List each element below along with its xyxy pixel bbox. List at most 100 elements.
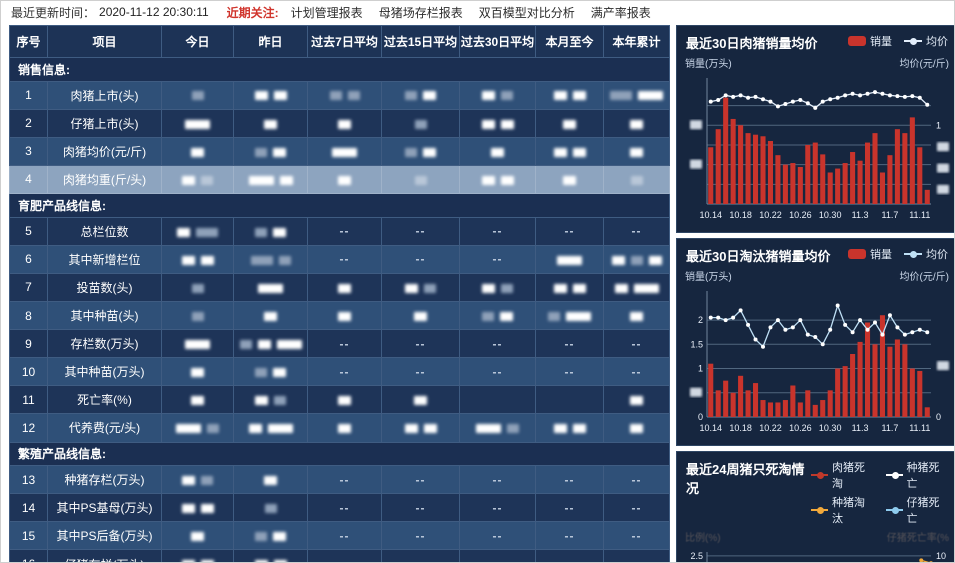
- table-row[interactable]: 5 总栏位数 -- -- -- -- --: [9, 216, 670, 246]
- empty-value-dash: --: [492, 364, 503, 379]
- redacted-value-block: [278, 255, 291, 265]
- redacted-value-block: [273, 532, 286, 542]
- redacted-value-block: [191, 368, 204, 378]
- table-row[interactable]: 10 其中种苗(万头) -- -- -- -- --: [9, 357, 670, 387]
- table-row[interactable]: 6 其中新增栏位 -- -- --: [9, 244, 670, 274]
- column-header: 过去7日平均: [307, 25, 382, 58]
- updated-time-value: 2020-11-12 20:30:11: [99, 5, 209, 19]
- table-row[interactable]: 13 种猪存栏(万头) -- -- -- -- --: [9, 465, 670, 495]
- legend-item[interactable]: 种猪淘汰: [811, 494, 873, 526]
- legend-item[interactable]: 仔猪死亡: [885, 494, 948, 526]
- value-cell: [535, 136, 604, 166]
- table-row[interactable]: 12 代养费(元/头): [9, 413, 670, 443]
- value-cell: [233, 357, 308, 387]
- table-row[interactable]: 1 肉猪上市(头): [9, 80, 670, 110]
- value-cell: [459, 385, 536, 415]
- nav-link[interactable]: 双百模型对比分析: [478, 5, 575, 20]
- value-cell: [459, 108, 536, 138]
- nav-link[interactable]: 计划管理报表: [290, 5, 363, 20]
- value-cell: [535, 244, 604, 274]
- redacted-value-block: [553, 147, 567, 157]
- value-cell: [233, 329, 308, 359]
- svg-text:0: 0: [698, 412, 703, 422]
- value-cell: [459, 272, 536, 302]
- redacted-value-block: [630, 119, 643, 129]
- redacted-value-block: [185, 339, 210, 349]
- value-cell: [307, 136, 382, 166]
- redacted-value-block: [630, 255, 643, 265]
- y-right-axis-label: 均价(元/斤): [899, 59, 949, 70]
- table-row[interactable]: 14 其中PS基母(万头) -- -- -- -- --: [9, 493, 670, 523]
- redacted-value-block: [414, 175, 427, 185]
- redacted-value-block: [630, 175, 643, 185]
- table-row[interactable]: 2 仔猪上市(头): [9, 108, 670, 138]
- legend-item[interactable]: 销量: [848, 246, 892, 262]
- value-cell: [535, 272, 604, 302]
- value-cell: --: [535, 465, 604, 495]
- table-row[interactable]: 8 其中种苗(头): [9, 300, 670, 331]
- legend-item[interactable]: 均价: [904, 33, 948, 49]
- table-row[interactable]: 16仔猪存栏(万头) -- -- -- -- --: [9, 549, 670, 562]
- redacted-value-block: [273, 560, 287, 562]
- row-label: 肉猪上市(头): [47, 80, 162, 110]
- empty-value-dash: --: [339, 336, 350, 351]
- value-cell: --: [307, 357, 382, 387]
- value-cell: [381, 164, 460, 195]
- legend-label: 均价: [926, 249, 948, 261]
- legend-item[interactable]: 肉猪死淘: [811, 459, 873, 491]
- value-cell: [459, 413, 536, 443]
- cull-pig-sales-chart: 10.14 10.18 10.22 10.26 10.30 11.3 11.7 11.11 0 1…: [690, 291, 949, 433]
- table-row-selected[interactable]: 4 肉猪均重(斤/头): [9, 164, 670, 195]
- value-cell: --: [603, 465, 670, 495]
- value-cell: --: [381, 493, 460, 523]
- value-cell: [161, 521, 234, 551]
- section-row: 繁殖产品线信息:: [9, 441, 670, 467]
- value-cell: [161, 80, 234, 110]
- redacted-value-block: [338, 311, 351, 321]
- legend-item[interactable]: 销量: [848, 33, 892, 49]
- svg-text:10.18: 10.18: [729, 423, 752, 433]
- row-number: 15: [9, 521, 48, 551]
- row-number: 9: [9, 329, 48, 359]
- empty-value-dash: --: [492, 336, 503, 351]
- legend-label: 仔猪死亡: [906, 497, 940, 525]
- value-cell: [161, 413, 234, 443]
- svg-text:0: 0: [936, 412, 941, 422]
- bar-marker-icon: [848, 249, 866, 259]
- section-row: 育肥产品线信息:: [9, 193, 670, 218]
- table-row[interactable]: 3 肉猪均价(元/斤): [9, 136, 670, 166]
- table-row[interactable]: 11 死亡率(%): [9, 385, 670, 415]
- value-cell: --: [381, 549, 460, 562]
- panel-cull-pig-sales: 最近30日淘汰猪销量均价 销量 均价 销量(万头) 均价(元/斤) 10.14 10…: [676, 238, 954, 446]
- empty-value-dash: --: [339, 528, 350, 543]
- y-left-axis-label: 销量(万头): [685, 272, 732, 283]
- redacted-value-block: [191, 311, 204, 321]
- redacted-value-block: [255, 227, 267, 237]
- chart-legend: 肉猪死淘 种猪死亡 种猪淘汰 仔猪死亡: [811, 459, 948, 526]
- redacted-value-block: [191, 396, 204, 406]
- redacted-value-block: [279, 175, 293, 185]
- redacted-value-block: [553, 424, 567, 434]
- empty-value-dash: --: [564, 364, 575, 379]
- value-cell: [459, 164, 536, 195]
- redacted-value-block: [258, 283, 283, 293]
- nav-link[interactable]: 母猪场存栏报表: [378, 5, 463, 20]
- value-cell: [233, 300, 308, 331]
- row-number: 14: [9, 493, 48, 523]
- value-cell: [603, 108, 670, 138]
- table-row[interactable]: 9 存栏数(万头) -- -- -- -- --: [9, 329, 670, 359]
- table-row[interactable]: 7 投苗数(头): [9, 272, 670, 302]
- row-number: 1: [9, 80, 48, 110]
- nav-link[interactable]: 满产率报表: [590, 5, 651, 20]
- empty-value-dash: --: [564, 336, 575, 351]
- redacted-value-block: [239, 339, 252, 349]
- legend-item[interactable]: 均价: [904, 246, 948, 262]
- empty-value-dash: --: [492, 500, 503, 515]
- row-number: 3: [9, 136, 48, 166]
- value-cell: [161, 385, 234, 415]
- column-header: 过去30日平均: [459, 25, 536, 58]
- legend-item[interactable]: 种猪死亡: [885, 459, 948, 491]
- table-row[interactable]: 15 其中PS后备(万头) -- -- -- -- --: [9, 521, 670, 551]
- svg-text:10.22: 10.22: [759, 210, 782, 220]
- svg-text:10.26: 10.26: [789, 210, 812, 220]
